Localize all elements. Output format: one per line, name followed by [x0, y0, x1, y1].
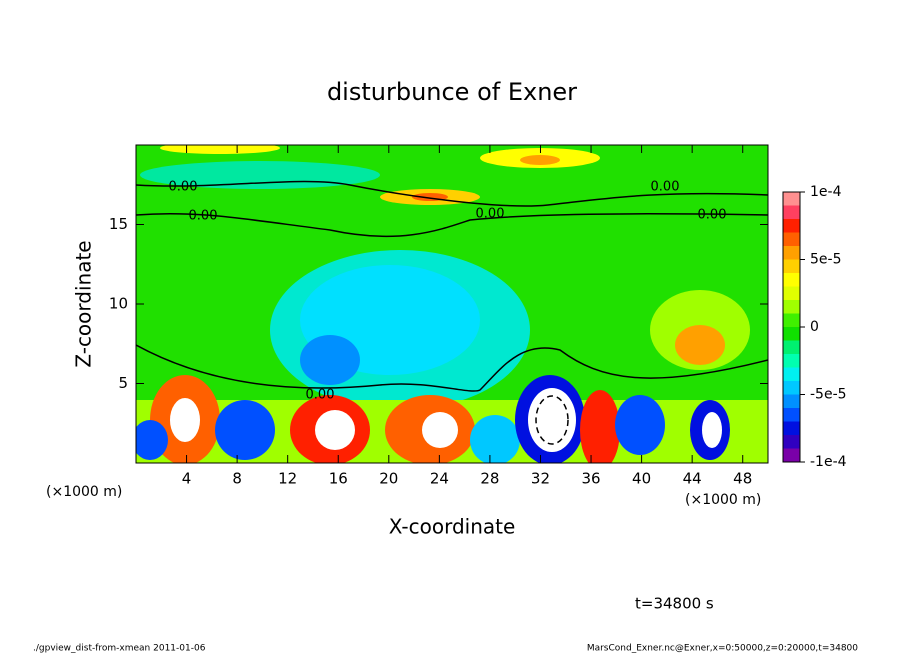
colorbar-swatch [783, 259, 800, 273]
colorbar-swatch [783, 435, 800, 449]
x-axis-label: X-coordinate [389, 515, 516, 539]
contour-label: 0.00 [306, 388, 335, 403]
colorbar-tick-label: 5e-5 [810, 252, 841, 268]
colorbar-swatch [783, 367, 800, 381]
colorbar-swatch [783, 448, 800, 462]
footer-left: ./gpview_dist-from-xmean 2011-01-06 [33, 644, 206, 654]
x-tick-label: 32 [531, 470, 550, 488]
x-tick-label: 24 [430, 470, 449, 488]
colorbar-swatch [783, 192, 800, 206]
x-tick-label: 12 [278, 470, 297, 488]
chart-title: disturbunce of Exner [327, 78, 577, 106]
time-label: t=34800 s [635, 595, 714, 613]
colorbar-swatch [783, 246, 800, 260]
contour-label: 0.00 [169, 180, 198, 195]
colorbar-swatch [783, 394, 800, 408]
colorbar-swatch [783, 381, 800, 395]
y-tick-label: 15 [109, 215, 128, 233]
colorbar-swatch [783, 354, 800, 368]
x-tick-label: 36 [581, 470, 600, 488]
colorbar-swatch [783, 286, 800, 300]
x-tick-label: 8 [232, 470, 242, 488]
y-tick-label: 10 [109, 295, 128, 313]
colorbar-swatch [783, 300, 800, 314]
colorbar-swatch [783, 340, 800, 354]
x-tick-label: 28 [480, 470, 499, 488]
x-tick-label: 40 [632, 470, 651, 488]
contour-label: 0.00 [476, 207, 505, 222]
colorbar-swatch [783, 219, 800, 233]
x-unit-label: (×1000 m) [685, 492, 761, 508]
colorbar-swatch [783, 327, 800, 341]
colorbar-tick-label: -1e-4 [810, 454, 847, 470]
colorbar-tick-label: 0 [810, 319, 819, 335]
colorbar-swatch [783, 421, 800, 435]
x-tick-label: 44 [683, 470, 702, 488]
contour-field [136, 145, 768, 463]
contour-label: 0.00 [651, 180, 680, 195]
x-tick-label: 4 [182, 470, 192, 488]
footer-right: MarsCond_Exner.nc@Exner,x=0:50000,z=0:20… [587, 644, 858, 654]
colorbar-swatch [783, 232, 800, 246]
colorbar-tick-label: 1e-4 [810, 184, 842, 200]
x-tick-label: 20 [379, 470, 398, 488]
x-tick-label: 16 [329, 470, 348, 488]
colorbar-swatch [783, 273, 800, 287]
y-tick-label: 5 [118, 374, 128, 392]
contour-label: 0.00 [189, 209, 218, 224]
contour-label: 0.00 [698, 208, 727, 223]
x-unit-label: (×1000 m) [46, 484, 122, 500]
colorbar-swatch [783, 205, 800, 219]
y-axis-label: Z-coordinate [72, 240, 96, 367]
colorbar-tick-label: -5e-5 [810, 387, 847, 403]
colorbar-swatch [783, 313, 800, 327]
x-tick-label: 48 [733, 470, 752, 488]
colorbar-swatch [783, 408, 800, 422]
